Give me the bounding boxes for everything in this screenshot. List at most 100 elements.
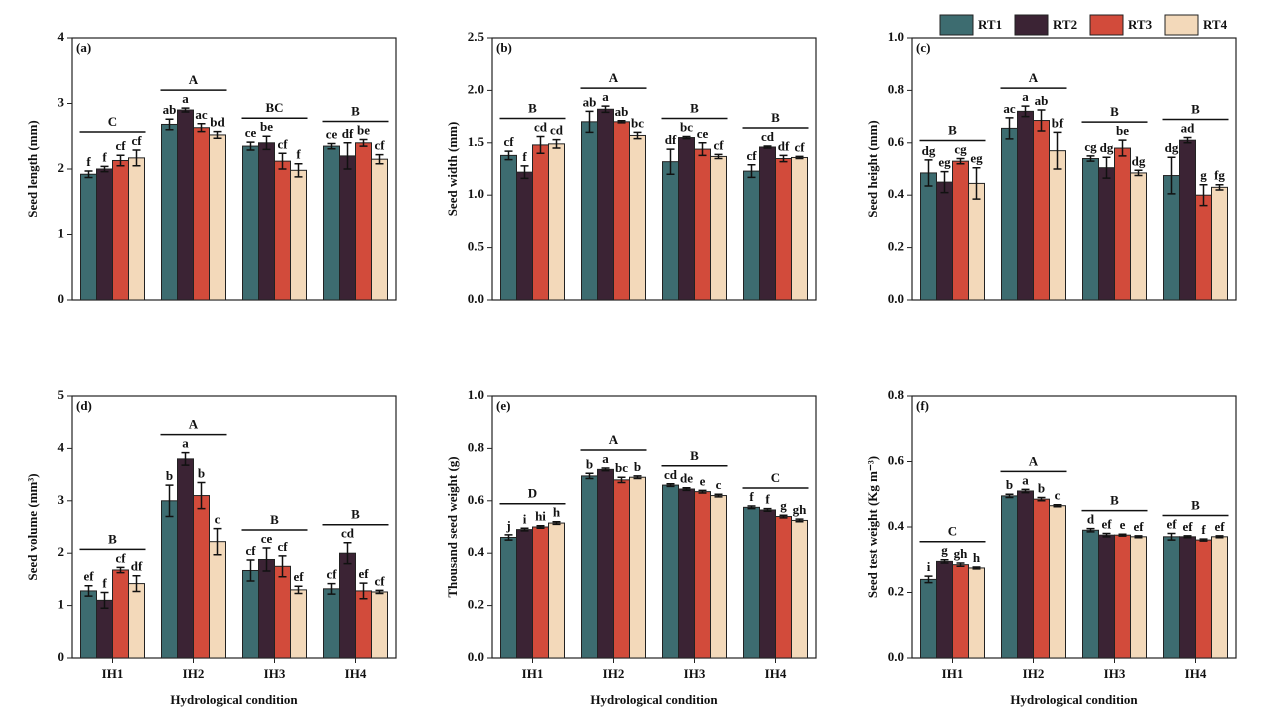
significance-letter: dg bbox=[1100, 140, 1114, 155]
group-letter: B bbox=[1191, 498, 1200, 513]
bar bbox=[161, 500, 178, 659]
panel-label: (a) bbox=[76, 40, 91, 55]
significance-letter: f bbox=[102, 149, 107, 164]
significance-letter: g bbox=[941, 543, 948, 558]
significance-letter: ef bbox=[1166, 517, 1177, 532]
x-tick-label: IH4 bbox=[765, 666, 787, 681]
y-axis-label: Seed width (mm) bbox=[445, 122, 460, 217]
error-bar bbox=[132, 574, 141, 593]
error-bar bbox=[714, 153, 723, 160]
significance-letter: a bbox=[602, 451, 609, 466]
group-letter: B bbox=[948, 123, 957, 138]
error-bar bbox=[1053, 503, 1062, 508]
significance-letter: a bbox=[182, 436, 189, 451]
significance-letter: c bbox=[215, 512, 221, 527]
group-letter: A bbox=[189, 417, 199, 432]
panel-label: (f) bbox=[916, 398, 929, 413]
error-bar bbox=[585, 110, 594, 134]
error-bar bbox=[1183, 535, 1192, 539]
legend-label: RT2 bbox=[1053, 17, 1077, 32]
error-bar bbox=[213, 130, 222, 139]
group-letter: B bbox=[690, 448, 699, 463]
y-tick-label: 0.2 bbox=[888, 583, 904, 598]
significance-letter: ac bbox=[1003, 101, 1016, 116]
significance-letter: dg bbox=[1132, 153, 1146, 168]
significance-letter: be bbox=[260, 119, 273, 134]
error-bar bbox=[294, 163, 303, 178]
error-bar bbox=[552, 138, 561, 149]
error-bar bbox=[1086, 527, 1095, 533]
error-bar bbox=[552, 521, 561, 526]
bar bbox=[532, 144, 549, 301]
significance-letter: ef bbox=[293, 569, 304, 584]
significance-letter: f bbox=[86, 154, 91, 169]
group-letter: B bbox=[351, 104, 360, 119]
y-tick-label: 0.5 bbox=[468, 239, 485, 254]
plot-frame bbox=[71, 395, 397, 659]
error-bar bbox=[246, 141, 255, 151]
significance-letter: f bbox=[102, 575, 107, 590]
significance-letter: e bbox=[1120, 517, 1126, 532]
x-tick-label: IH4 bbox=[345, 666, 367, 681]
bar bbox=[581, 475, 598, 659]
group-letter: B bbox=[528, 100, 537, 115]
significance-letter: bd bbox=[210, 115, 225, 130]
bar bbox=[1033, 120, 1050, 301]
significance-letter: f bbox=[749, 489, 754, 504]
bar bbox=[209, 541, 226, 659]
significance-letter: cg bbox=[1084, 139, 1097, 154]
bar bbox=[290, 589, 307, 659]
y-tick-label: 1.5 bbox=[468, 134, 485, 149]
x-tick-label: IH2 bbox=[603, 666, 625, 681]
significance-letter: e bbox=[700, 473, 706, 488]
y-tick-label: 0.2 bbox=[468, 597, 484, 612]
bar bbox=[775, 516, 792, 659]
bar bbox=[177, 458, 194, 659]
significance-letter: ef bbox=[1133, 519, 1144, 534]
error-bar bbox=[1021, 105, 1030, 118]
legend-swatch bbox=[1089, 14, 1124, 36]
error-bar bbox=[262, 547, 271, 572]
significance-letter: b bbox=[634, 459, 641, 474]
y-axis-label: Seed volume (mm³) bbox=[25, 473, 40, 580]
legend-swatch bbox=[1164, 14, 1199, 36]
legend-label: RT4 bbox=[1203, 17, 1228, 32]
significance-letter: i bbox=[523, 511, 527, 526]
bar bbox=[662, 484, 679, 659]
error-bar bbox=[924, 159, 933, 187]
significance-letter: ef bbox=[1101, 517, 1112, 532]
y-tick-label: 0.8 bbox=[888, 81, 905, 96]
error-bar bbox=[116, 154, 125, 167]
significance-letter: cf bbox=[326, 567, 337, 582]
bar bbox=[1163, 536, 1180, 659]
bar bbox=[1049, 150, 1066, 301]
error-bar bbox=[278, 152, 287, 170]
error-bar bbox=[327, 142, 336, 150]
error-bar bbox=[100, 165, 109, 173]
bar bbox=[80, 173, 97, 301]
bar bbox=[258, 558, 275, 659]
significance-letter: ab bbox=[583, 94, 597, 109]
bar bbox=[581, 121, 598, 301]
error-bar bbox=[779, 154, 788, 163]
x-tick-label: IH3 bbox=[1104, 666, 1126, 681]
bar bbox=[339, 155, 356, 301]
bar bbox=[242, 145, 259, 301]
significance-letter: cd bbox=[550, 123, 564, 138]
error-bar bbox=[763, 145, 772, 149]
error-bar bbox=[213, 527, 222, 556]
error-bar bbox=[84, 584, 93, 597]
error-bar bbox=[1053, 131, 1062, 170]
error-bar bbox=[747, 164, 756, 179]
error-bar bbox=[1005, 493, 1014, 499]
y-tick-label: 3 bbox=[58, 492, 65, 507]
bar bbox=[1195, 194, 1212, 301]
group-letter: B bbox=[1191, 102, 1200, 117]
bar bbox=[1017, 490, 1034, 659]
significance-letter: eg bbox=[970, 151, 983, 166]
bar bbox=[80, 590, 97, 659]
error-bar bbox=[262, 135, 271, 151]
significance-letter: be bbox=[357, 123, 370, 138]
plot-frame bbox=[911, 37, 1237, 301]
y-axis-label: Seed test weight (Kg m⁻³) bbox=[865, 456, 880, 598]
